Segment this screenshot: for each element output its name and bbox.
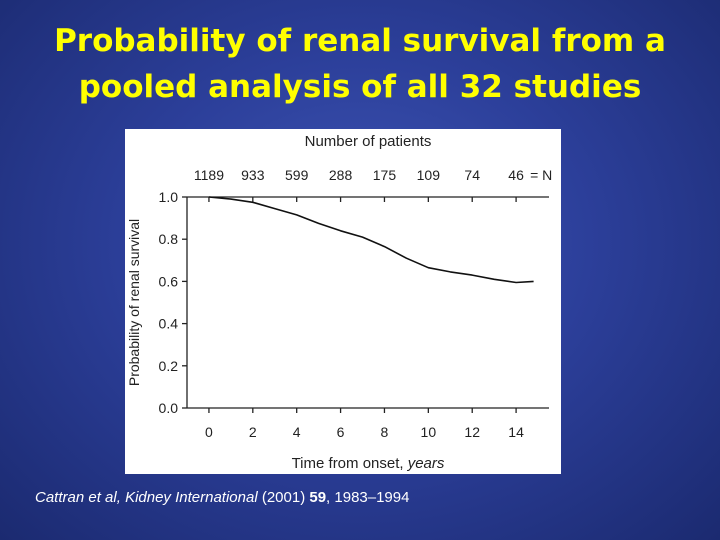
x-axis-label: Time from onset, years bbox=[292, 455, 445, 472]
citation-journal: Kidney International bbox=[125, 489, 258, 506]
citation-authors: Cattran et al, bbox=[35, 489, 121, 506]
y-tick-label-0-8: 0.8 bbox=[159, 231, 179, 247]
y-axis-label: Probability of renal survival bbox=[126, 219, 142, 386]
slide-title: Probability of renal survival from a poo… bbox=[0, 18, 720, 110]
citation: Cattran et al, Kidney International (200… bbox=[35, 489, 409, 506]
chart-series bbox=[208, 196, 534, 284]
at-risk-n-label: = N bbox=[530, 167, 552, 183]
y-tick-label-0-6: 0.6 bbox=[159, 273, 179, 289]
x-tick-label-8: 8 bbox=[381, 424, 389, 440]
chart-ticks bbox=[182, 196, 517, 413]
chart-axes bbox=[186, 196, 549, 409]
at-risk-6: 288 bbox=[329, 167, 353, 183]
x-tick-label-12: 12 bbox=[464, 424, 480, 440]
x-tick-label-0: 0 bbox=[205, 424, 213, 440]
x-tick-label-4: 4 bbox=[293, 424, 301, 440]
y-tick-label-0-2: 0.2 bbox=[159, 358, 179, 374]
chart-panel: 0 2 4 6 8 10 12 14 0.0 0.2 0.4 0.6 0.8 1.0 Number of p… bbox=[125, 129, 561, 474]
y-tick-label-1-0: 1.0 bbox=[159, 189, 179, 205]
at-risk-4: 599 bbox=[285, 167, 309, 183]
citation-volume: 59 bbox=[309, 489, 327, 506]
y-tick-label-0-0: 0.0 bbox=[159, 400, 179, 416]
citation-year: (2001) bbox=[261, 489, 306, 506]
x-tick-label-6: 6 bbox=[337, 424, 345, 440]
survival-curve-line bbox=[208, 196, 534, 284]
at-risk-10: 109 bbox=[417, 167, 441, 183]
citation-pages: , 1983–1994 bbox=[326, 489, 410, 506]
at-risk-14: 46 bbox=[508, 167, 524, 183]
chart-title: Number of patients bbox=[305, 133, 432, 150]
at-risk-12: 74 bbox=[464, 167, 480, 183]
slide-title-line-1: Probability of renal survival from a bbox=[54, 23, 666, 59]
at-risk-8: 175 bbox=[373, 167, 397, 183]
x-tick-label-10: 10 bbox=[421, 424, 437, 440]
at-risk-0: 1189 bbox=[194, 167, 224, 183]
slide-title-line-2: pooled analysis of all 32 studies bbox=[78, 69, 642, 105]
x-tick-label-2: 2 bbox=[249, 424, 257, 440]
x-tick-label-14: 14 bbox=[508, 424, 524, 440]
y-tick-label-0-4: 0.4 bbox=[159, 316, 179, 332]
at-risk-2: 933 bbox=[241, 167, 265, 183]
